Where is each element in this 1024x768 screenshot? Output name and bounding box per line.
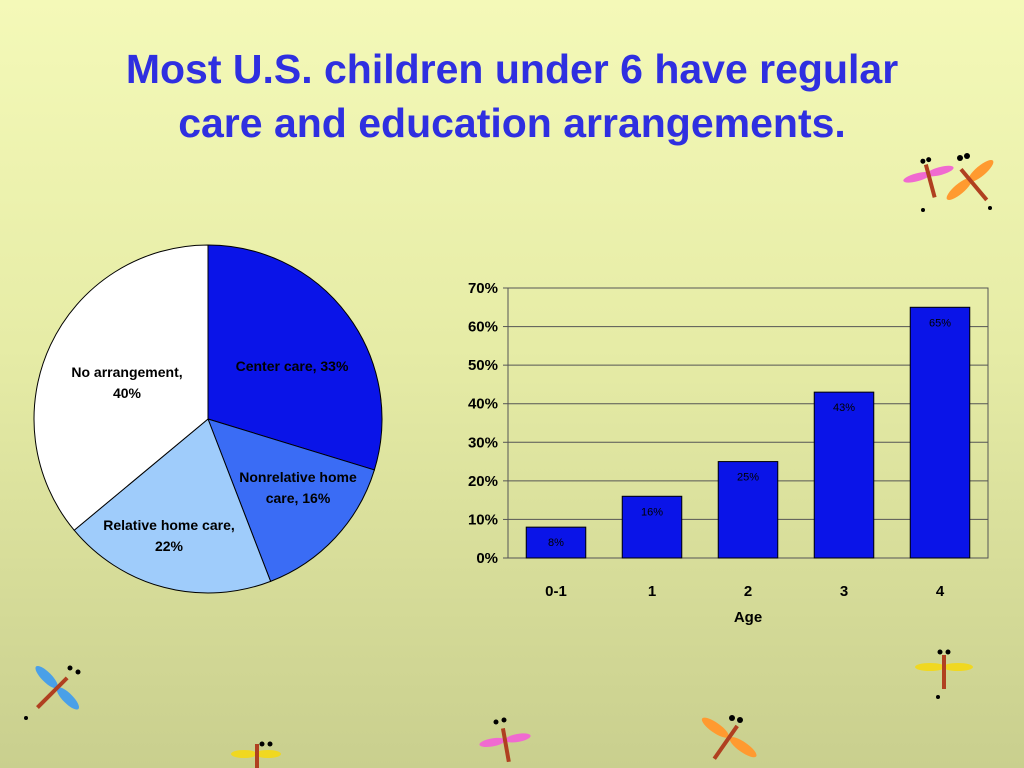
pie-label-relative: Relative home care, 22% <box>103 517 235 554</box>
bar-value-label: 43% <box>833 402 855 414</box>
dragonfly-icon <box>903 153 994 212</box>
pie-slice-relative-home-care <box>73 418 272 594</box>
x-tick-label: 4 <box>936 583 945 600</box>
y-tick-label: 20% <box>468 473 498 490</box>
pie-slice-center-care <box>207 244 383 471</box>
bar-age-4 <box>909 306 971 559</box>
pie-label-center-care: Center care, 33% <box>236 358 349 374</box>
x-tick-label: 1 <box>648 583 656 600</box>
y-tick-label: 50% <box>468 357 498 374</box>
dragonfly-icon <box>24 665 81 720</box>
title-line-2: care and education arrangements. <box>178 100 846 146</box>
x-tick-label: 3 <box>840 583 848 600</box>
bar-value-label: 8% <box>548 537 564 549</box>
x-tick-label: 0-1 <box>545 583 567 600</box>
x-tick-label: 2 <box>744 583 752 600</box>
dragonfly-icon <box>231 741 281 768</box>
bar-value-label: 65% <box>929 317 951 329</box>
y-tick-label: 10% <box>468 511 498 528</box>
bar-age-0-1 <box>525 526 587 559</box>
bar-age-3 <box>813 391 875 559</box>
slide-title: Most U.S. children under 6 have regular … <box>0 42 1024 150</box>
pie-slice-nonrelative-home-care <box>207 418 375 583</box>
bar-age-2 <box>717 461 779 559</box>
x-axis-label: Age <box>734 609 762 626</box>
bar-age-1 <box>621 495 683 559</box>
bar-value-label: 25% <box>737 472 759 484</box>
pie-label-no-arrangement: No arrangement, 40% <box>71 364 182 401</box>
y-tick-label: 60% <box>468 319 498 336</box>
pie-slice-no-arrangement <box>33 244 209 531</box>
bar-value-label: 16% <box>641 506 663 518</box>
y-tick-label: 70% <box>468 280 498 297</box>
title-line-1: Most U.S. children under 6 have regular <box>125 46 899 92</box>
y-tick-label: 40% <box>468 396 498 413</box>
dragonfly-icon <box>915 649 973 699</box>
y-tick-label: 0% <box>476 550 498 567</box>
y-tick-label: 30% <box>468 434 498 451</box>
dragonfly-icon <box>701 715 757 760</box>
pie-label-nonrelative: Nonrelative home care, 16% <box>239 469 357 506</box>
dragonfly-icon <box>479 717 531 763</box>
